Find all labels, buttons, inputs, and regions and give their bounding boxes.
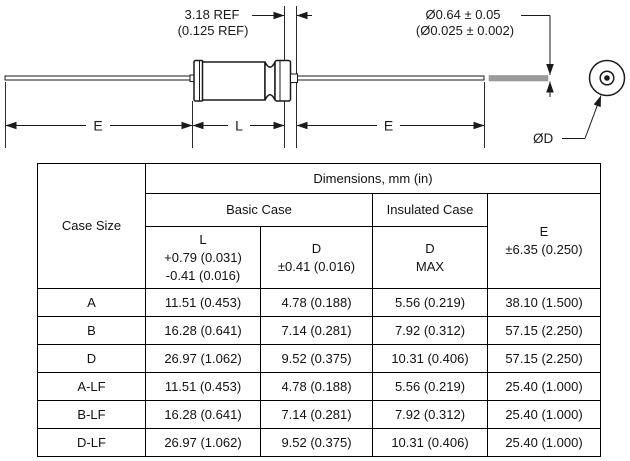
cell-case: D bbox=[37, 344, 146, 373]
end-view-center-dot bbox=[604, 75, 610, 81]
cell-l: 11.51 (0.453) bbox=[145, 372, 261, 401]
ref-dimension-label-in: (0.125 REF) bbox=[178, 23, 249, 38]
e-column-header: E ±6.35 (0.250) bbox=[487, 193, 601, 289]
cell-case: A bbox=[37, 288, 146, 317]
end-cap-right bbox=[274, 59, 292, 102]
end-flange-left bbox=[193, 59, 204, 102]
d-header-symbol: D bbox=[311, 240, 322, 256]
lead-diameter-label-mm: Ø0.64 ± 0.05 bbox=[425, 7, 500, 22]
cell-d: 7.14 (0.281) bbox=[260, 316, 373, 345]
cell-case: A-LF bbox=[37, 372, 146, 401]
table-row-d-lf: D-LF 26.97 (1.062) 9.52 (0.375) 10.31 (0… bbox=[37, 428, 601, 457]
table-row-d: D 26.97 (1.062) 9.52 (0.375) 10.31 (0.40… bbox=[37, 344, 601, 373]
table-row-a: A 11.51 (0.453) 4.78 (0.188) 5.56 (0.219… bbox=[37, 288, 601, 317]
lead-bushing bbox=[290, 73, 298, 83]
cell-d: 4.78 (0.188) bbox=[260, 288, 373, 317]
l-column-header: L +0.79 (0.031) -0.41 (0.016) bbox=[145, 226, 261, 289]
cell-l: 26.97 (1.062) bbox=[145, 428, 261, 457]
cell-dmax: 7.92 (0.312) bbox=[372, 400, 488, 429]
lead-wire-left bbox=[4, 75, 194, 81]
cell-l: 16.28 (0.641) bbox=[145, 400, 261, 429]
end-view bbox=[588, 59, 626, 97]
cell-l: 16.28 (0.641) bbox=[145, 316, 261, 345]
cell-dmax: 5.56 (0.219) bbox=[372, 372, 488, 401]
d-column-header: D ±0.41 (0.016) bbox=[260, 226, 373, 289]
cell-case: B-LF bbox=[37, 400, 146, 429]
capacitor-body bbox=[189, 59, 298, 102]
l-header-symbol: L bbox=[199, 231, 207, 247]
dmax-header-symbol: D bbox=[425, 240, 435, 256]
dim-label-e-right: E bbox=[384, 118, 393, 134]
cell-case: B bbox=[37, 316, 146, 345]
lead-wire-right bbox=[296, 75, 485, 81]
basic-case-header: Basic Case bbox=[145, 193, 373, 227]
l-header-tolerance-minus: -0.41 (0.016) bbox=[165, 267, 241, 283]
dimensions-table: Case Size Dimensions, mm (in) Basic Case… bbox=[37, 163, 601, 457]
e-header-symbol: E bbox=[539, 224, 549, 239]
cell-l: 26.97 (1.062) bbox=[145, 344, 261, 373]
body-cylinder bbox=[201, 61, 266, 101]
dimensions-header: Dimensions, mm (in) bbox=[145, 163, 601, 194]
cell-dmax: 5.56 (0.219) bbox=[372, 288, 488, 317]
cell-d: 9.52 (0.375) bbox=[260, 344, 373, 373]
dim-label-e-left: E bbox=[93, 118, 102, 134]
cell-e: 38.10 (1.500) bbox=[487, 288, 601, 317]
cell-l: 11.51 (0.453) bbox=[145, 288, 261, 317]
dmax-header-max: MAX bbox=[415, 258, 445, 274]
e-header-tolerance: ±6.35 (0.250) bbox=[505, 242, 583, 257]
cell-e: 25.40 (1.000) bbox=[487, 400, 601, 429]
case-size-header: Case Size bbox=[37, 163, 146, 289]
capacitor-dimension-drawing: 3.18 REF (0.125 REF) Ø0.64 ± 0.05 (Ø0.02… bbox=[4, 6, 626, 148]
dmax-column-header: D MAX bbox=[372, 226, 488, 289]
lead-diameter-label-in: (Ø0.025 ± 0.002) bbox=[416, 23, 514, 38]
l-header-tolerance-plus: +0.79 (0.031) bbox=[164, 249, 242, 265]
table-row-b: B 16.28 (0.641) 7.14 (0.281) 7.92 (0.312… bbox=[37, 316, 601, 345]
cell-d: 7.14 (0.281) bbox=[260, 400, 373, 429]
cell-e: 25.40 (1.000) bbox=[487, 428, 601, 457]
ref-dimension-label-mm: 3.18 REF bbox=[185, 7, 240, 22]
cell-e: 25.40 (1.000) bbox=[487, 372, 601, 401]
cell-dmax: 10.31 (0.406) bbox=[372, 428, 488, 457]
lead-wire-measured-segment bbox=[488, 75, 549, 82]
dim-label-diameter-d: ØD bbox=[533, 131, 554, 146]
crimp-notch bbox=[264, 61, 276, 101]
header-row-dimensions: Case Size Dimensions, mm (in) bbox=[37, 163, 601, 289]
component-drawing: 3.18 REF (0.125 REF) Ø0.64 ± 0.05 (Ø0.02… bbox=[0, 0, 630, 158]
dim-label-l: L bbox=[235, 118, 243, 134]
d-header-tolerance: ±0.41 (0.016) bbox=[277, 258, 356, 274]
cell-case: D-LF bbox=[37, 428, 146, 457]
insulated-case-header: Insulated Case bbox=[372, 193, 488, 227]
cell-d: 4.78 (0.188) bbox=[260, 372, 373, 401]
cell-dmax: 10.31 (0.406) bbox=[372, 344, 488, 373]
table-row-b-lf: B-LF 16.28 (0.641) 7.14 (0.281) 7.92 (0.… bbox=[37, 400, 601, 429]
cell-d: 9.52 (0.375) bbox=[260, 428, 373, 457]
table-row-a-lf: A-LF 11.51 (0.453) 4.78 (0.188) 5.56 (0.… bbox=[37, 372, 601, 401]
cell-e: 57.15 (2.250) bbox=[487, 344, 601, 373]
cell-dmax: 7.92 (0.312) bbox=[372, 316, 488, 345]
header-row-groups: Basic Case Insulated Case E ±6.35 (0.250… bbox=[38, 193, 601, 289]
dimension-lines bbox=[5, 11, 602, 139]
cell-e: 57.15 (2.250) bbox=[487, 316, 601, 345]
